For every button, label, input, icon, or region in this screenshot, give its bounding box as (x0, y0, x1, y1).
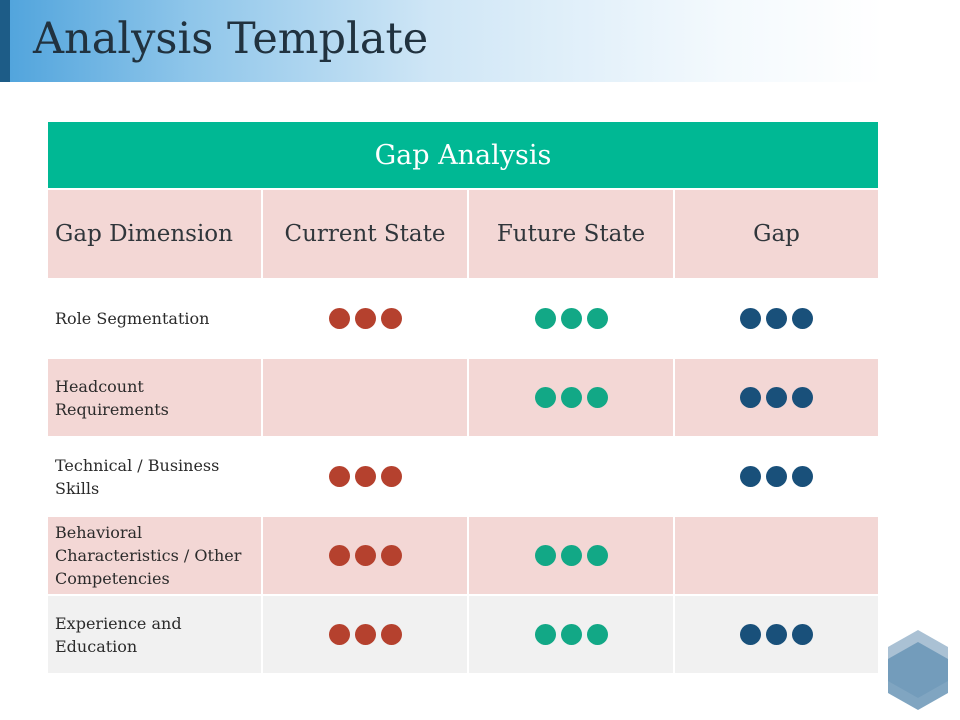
gap-dot-icon (792, 387, 813, 408)
gap-dot-icon (792, 624, 813, 645)
current-state-dot-icon (328, 545, 350, 566)
future-state-dot-icon (560, 624, 582, 645)
future-state-dot-icon (586, 308, 608, 329)
gap-rating-dots (740, 624, 813, 645)
gap-dot-icon (740, 387, 761, 408)
table-row: Role Segmentation (48, 280, 878, 357)
gap-rating-dots (740, 466, 813, 487)
current-state-rating-dots (328, 545, 402, 566)
current-state-dot-icon (328, 308, 350, 329)
current-state-cell (263, 596, 467, 673)
slide-title: Analysis Template (33, 14, 429, 64)
gap-dot-icon (766, 624, 787, 645)
column-header-gap: Gap (675, 190, 878, 278)
future-state-dot-icon (586, 624, 608, 645)
gap-dot-icon (766, 466, 787, 487)
gap-dot-icon (740, 624, 761, 645)
row-label: Behavioral Characteristics / Other Compe… (48, 517, 261, 594)
gap-dot-icon (740, 466, 761, 487)
future-state-cell (469, 438, 673, 515)
current-state-rating-dots (328, 308, 402, 329)
table-row: Behavioral Characteristics / Other Compe… (48, 517, 878, 594)
gap-analysis-table: Gap Analysis Gap Dimension Current State… (48, 122, 878, 673)
future-state-dot-icon (560, 387, 582, 408)
gap-dot-icon (740, 308, 761, 329)
table-row: Technical / Business Skills (48, 438, 878, 515)
row-label: Headcount Requirements (48, 359, 261, 436)
gap-cell (675, 517, 878, 594)
current-state-dot-icon (380, 624, 402, 645)
future-state-dot-icon (586, 545, 608, 566)
future-state-cell (469, 517, 673, 594)
future-state-cell (469, 596, 673, 673)
table-body: Role Segmentation Headcount Requirements T… (48, 280, 878, 673)
current-state-cell (263, 438, 467, 515)
current-state-rating-dots (328, 466, 402, 487)
future-state-dot-icon (560, 308, 582, 329)
column-header-gap-dimension: Gap Dimension (48, 190, 261, 278)
current-state-dot-icon (328, 624, 350, 645)
current-state-cell (263, 280, 467, 357)
gap-cell (675, 359, 878, 436)
gap-dot-icon (766, 308, 787, 329)
table-header-row: Gap Dimension Current State Future State… (48, 190, 878, 278)
table-row: Experience and Education (48, 596, 878, 673)
future-state-cell (469, 280, 673, 357)
current-state-dot-icon (380, 545, 402, 566)
gap-rating-dots (740, 387, 813, 408)
future-state-cell (469, 359, 673, 436)
future-state-rating-dots (534, 545, 608, 566)
current-state-rating-dots (328, 624, 402, 645)
table-row: Headcount Requirements (48, 359, 878, 436)
gap-cell (675, 280, 878, 357)
current-state-dot-icon (328, 466, 350, 487)
current-state-dot-icon (354, 466, 376, 487)
row-label: Experience and Education (48, 596, 261, 673)
future-state-dot-icon (534, 308, 556, 329)
future-state-dot-icon (534, 545, 556, 566)
future-state-rating-dots (534, 308, 608, 329)
future-state-dot-icon (560, 545, 582, 566)
hexagon-logo-icon (888, 630, 948, 710)
gap-dot-icon (766, 387, 787, 408)
row-label: Role Segmentation (48, 280, 261, 357)
current-state-dot-icon (354, 308, 376, 329)
table-banner: Gap Analysis (48, 122, 878, 188)
gap-cell (675, 596, 878, 673)
current-state-dot-icon (354, 545, 376, 566)
future-state-dot-icon (534, 624, 556, 645)
column-header-current-state: Current State (263, 190, 467, 278)
future-state-dot-icon (586, 387, 608, 408)
current-state-cell (263, 359, 467, 436)
future-state-dot-icon (534, 387, 556, 408)
title-bar (0, 0, 960, 82)
title-accent-bar (0, 0, 10, 82)
future-state-rating-dots (534, 624, 608, 645)
current-state-dot-icon (380, 466, 402, 487)
current-state-cell (263, 517, 467, 594)
future-state-rating-dots (534, 387, 608, 408)
gap-cell (675, 438, 878, 515)
gap-rating-dots (740, 308, 813, 329)
gap-dot-icon (792, 308, 813, 329)
gap-dot-icon (792, 466, 813, 487)
current-state-dot-icon (380, 308, 402, 329)
column-header-future-state: Future State (469, 190, 673, 278)
row-label: Technical / Business Skills (48, 438, 261, 515)
current-state-dot-icon (354, 624, 376, 645)
